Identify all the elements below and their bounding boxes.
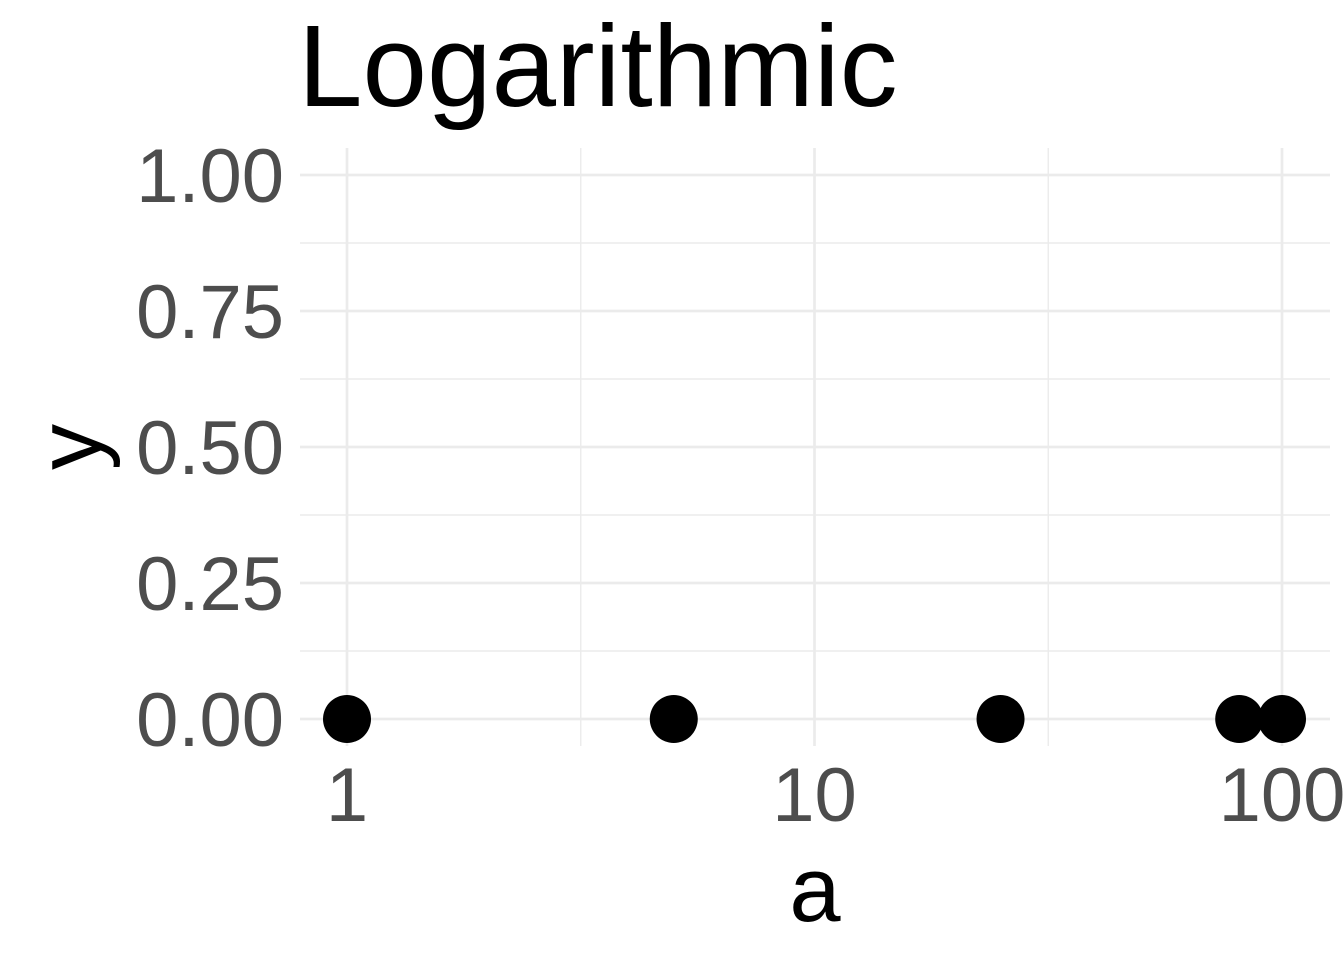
y-tick-label: 0.50 [136,406,284,491]
x-tick-label: 1 [326,753,368,838]
data-points [323,695,1306,743]
y-tick-label: 0.25 [136,542,284,627]
data-point [1215,695,1264,743]
y-tick-label: 1.00 [136,134,284,219]
data-point [323,695,371,743]
data-point [649,695,698,743]
x-axis-title: a [789,839,841,941]
x-tick-label: 10 [772,753,857,838]
chart-title: Logarithmic [298,1,898,131]
y-tick-label: 0.00 [136,678,284,763]
x-tick-label: 100 [1219,753,1344,838]
y-axis-title: y [19,424,121,470]
data-point [976,695,1025,743]
grid [300,148,1330,746]
data-point [1258,695,1306,743]
tick-labels: 0.00 0.25 0.50 0.75 1.00 1 10 100 [136,134,1344,838]
y-tick-label: 0.75 [136,270,284,355]
